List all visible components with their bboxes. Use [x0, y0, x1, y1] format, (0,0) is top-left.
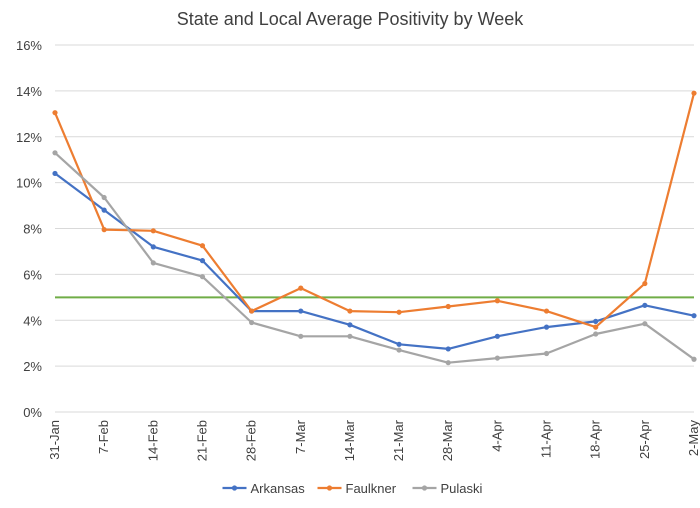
x-axis-ticks: 31-Jan 7-Feb 14-Feb 21-Feb 28-Feb 7-Mar 14-Mar… — [47, 419, 700, 461]
data-point — [52, 110, 58, 116]
series-arkansas — [52, 170, 697, 352]
x-tick-label: 4-Apr — [489, 419, 504, 451]
legend-marker — [231, 485, 238, 491]
legend-item-arkansas: Arkansas — [222, 481, 306, 496]
grid-lines — [55, 44, 694, 413]
data-point — [593, 331, 599, 337]
legend-label: Faulkner — [346, 481, 397, 496]
data-point — [593, 324, 599, 330]
data-point — [593, 318, 599, 324]
y-tick-label: 4% — [23, 313, 42, 328]
data-point — [494, 333, 500, 339]
data-point — [150, 244, 156, 250]
x-tick-label: 28-Mar — [440, 419, 455, 461]
x-tick-label: 21-Mar — [391, 419, 406, 461]
data-point — [347, 322, 353, 328]
data-point — [396, 347, 402, 353]
data-point — [199, 274, 206, 280]
x-tick-label: 31-Jan — [47, 420, 62, 460]
series-pulaski — [52, 150, 697, 366]
data-point — [347, 333, 353, 339]
data-point — [347, 308, 353, 314]
data-point — [249, 308, 255, 314]
x-tick-label: 14-Mar — [342, 419, 357, 461]
series-group — [52, 90, 697, 366]
data-point — [199, 243, 206, 249]
data-point — [691, 356, 697, 362]
data-point — [691, 313, 697, 319]
y-tick-label: 6% — [23, 267, 42, 282]
data-point — [642, 280, 648, 287]
data-point — [298, 308, 304, 314]
x-tick-label: 11-Apr — [539, 419, 554, 458]
legend-label: Arkansas — [251, 481, 306, 496]
data-point — [150, 228, 156, 234]
x-tick-label: 18-Apr — [588, 419, 603, 459]
series-line — [54, 151, 695, 364]
x-tick-label: 25-Apr — [637, 419, 652, 459]
legend-item-pulaski: Pulaski — [412, 481, 483, 496]
data-point — [642, 302, 648, 308]
data-point — [101, 207, 107, 213]
data-point — [445, 346, 451, 352]
data-point — [691, 90, 697, 96]
y-tick-label: 8% — [23, 222, 42, 237]
y-tick-label: 14% — [16, 84, 42, 99]
series-line — [53, 92, 696, 329]
data-point — [298, 285, 304, 291]
data-point — [101, 194, 107, 201]
x-tick-label: 21-Feb — [194, 420, 209, 461]
legend: Arkansas Faulkner Pulaski — [222, 481, 483, 496]
data-point — [199, 258, 206, 264]
y-axis-ticks: 0% 2% 4% 6% 8% 10% 12% 14% 16% — [16, 38, 42, 420]
data-point — [101, 227, 107, 233]
data-point — [543, 324, 550, 330]
x-tick-label: 14-Feb — [145, 420, 160, 461]
y-tick-label: 16% — [16, 38, 42, 53]
data-point — [52, 170, 58, 177]
y-tick-label: 12% — [16, 130, 42, 145]
chart-title: State and Local Average Positivity by We… — [177, 9, 525, 29]
x-tick-label: 7-Mar — [293, 419, 308, 454]
data-point — [150, 260, 156, 266]
data-point — [543, 350, 550, 357]
data-point — [52, 150, 58, 156]
legend-item-faulkner: Faulkner — [317, 481, 397, 496]
data-point — [494, 298, 500, 304]
y-tick-label: 0% — [23, 405, 42, 420]
data-point — [494, 355, 500, 361]
legend-marker — [421, 485, 428, 491]
x-tick-label: 28-Feb — [244, 420, 259, 461]
series-line — [54, 172, 695, 350]
series-faulkner — [52, 90, 697, 330]
y-tick-label: 10% — [16, 176, 42, 191]
x-tick-label: 2-May — [686, 420, 700, 457]
legend-marker — [326, 485, 333, 491]
data-point — [396, 309, 402, 315]
data-point — [298, 333, 304, 339]
x-tick-label: 7-Feb — [96, 420, 111, 454]
data-point — [543, 308, 550, 314]
data-point — [642, 321, 648, 327]
data-point — [445, 303, 451, 310]
data-point — [249, 319, 255, 326]
data-point — [396, 341, 402, 347]
legend-label: Pulaski — [441, 481, 483, 496]
y-tick-label: 2% — [23, 359, 42, 374]
data-point — [445, 360, 451, 366]
